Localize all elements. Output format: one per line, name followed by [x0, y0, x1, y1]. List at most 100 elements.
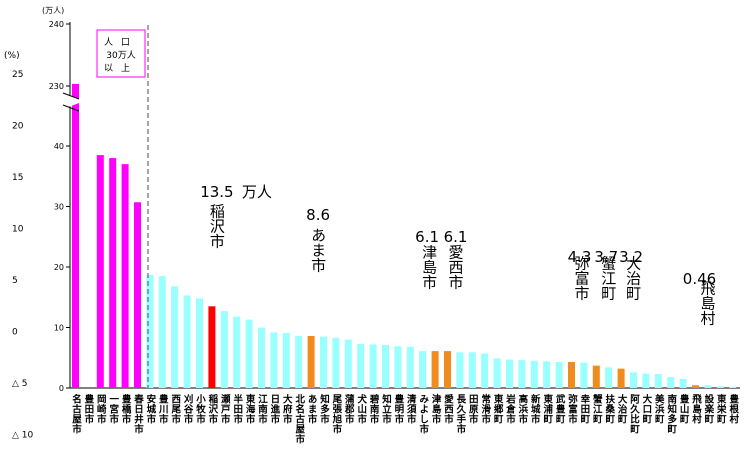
threshold-label-line-3: 以上 [104, 63, 138, 74]
annotation-value: 8.6 [306, 206, 330, 224]
x-tick-label: 岩倉市 [504, 393, 517, 424]
annotation-unit: 万人 [242, 183, 272, 201]
x-tick-label: 一宮市 [107, 394, 119, 424]
x-tick-label: 蒲郡市 [343, 393, 356, 424]
bar-幸田町 [580, 362, 588, 388]
bar-岩倉市 [506, 359, 513, 388]
y-tick-label: 10 [54, 324, 64, 333]
annotation-name: 飛島村 [699, 281, 717, 326]
y-axis-unit-label: (万人) [42, 6, 64, 15]
secondary-tick-label: 20 [12, 122, 24, 132]
threshold-label-box: 人口 30万人 以上 [96, 29, 146, 78]
bar-南知多町 [667, 377, 675, 388]
x-tick-label: 扶桑町 [603, 393, 615, 424]
bar-安城市 [146, 274, 154, 388]
annotation-name: 愛西市 [447, 245, 465, 290]
x-tick-label: 知立市 [380, 393, 393, 424]
x-tick-label: 南知多町 [665, 393, 678, 434]
x-tick-label: 小牧市 [194, 393, 207, 424]
bar-瀬戸市 [220, 311, 228, 388]
x-tick-label: 瀬戸市 [219, 393, 231, 424]
x-tick-label: 尾張旭市 [330, 394, 343, 434]
bar-大治町 [617, 368, 625, 388]
bar-小牧市 [196, 298, 203, 388]
bar-高浜市 [518, 360, 526, 388]
bar-美浜町 [654, 374, 662, 388]
x-tick-label: 岡崎市 [95, 394, 107, 424]
x-tick-label: 稲沢市 [206, 393, 218, 424]
bar-清須市 [406, 346, 414, 388]
x-tick-label: 美浜町 [653, 393, 666, 424]
bar-津島市 [431, 351, 439, 388]
x-tick-label: 大治町 [616, 393, 628, 424]
bar-設楽町 [704, 385, 712, 388]
secondary-tick-label: △ 5 [12, 379, 28, 389]
bar-長久手市 [456, 352, 464, 388]
bar-常滑市 [481, 353, 489, 388]
secondary-axis-unit-label: (%) [4, 51, 20, 61]
bar-一宮市 [109, 158, 117, 388]
annotation-あま市: 8.6 あま市 [306, 206, 330, 273]
x-tick-label: 武豊町 [554, 393, 566, 424]
x-tick-label: 津島市 [430, 393, 442, 424]
y-break-tick-label: 230 [49, 82, 64, 91]
y-tick-label: 30 [54, 203, 64, 212]
x-tick-label: 弥富市 [566, 393, 578, 424]
bar-半田市 [233, 316, 241, 388]
annotation-name: 稲沢市 [208, 204, 226, 249]
bar-犬山市 [357, 343, 365, 388]
bar-蟹江町 [592, 365, 600, 388]
bar-尾張旭市 [332, 337, 340, 388]
x-tick-label: 北名古屋市 [293, 393, 305, 444]
x-tick-label: 東郷町 [492, 393, 505, 424]
bar-弥富市 [568, 361, 575, 388]
bar-北名古屋市 [295, 335, 303, 388]
x-axis-labels: 名古屋市 豊田市 岡崎市 一宮市 豊橋市 春日井市 安城市 豊川市 西尾市 刈谷市 小牧市 稲沢市 瀬戸… [70, 393, 739, 444]
bar-知立市 [382, 345, 389, 388]
bar-豊根村 [729, 386, 737, 388]
bar-東郷町 [493, 358, 501, 388]
secondary-tick-label: 15 [12, 173, 23, 183]
bar-知多市 [320, 336, 327, 388]
annotation-value: 6.1 [415, 228, 439, 246]
x-tick-label: 豊明市 [392, 393, 404, 424]
bar-扶桑町 [605, 367, 613, 388]
annotation-name: あま市 [309, 228, 327, 273]
y-tick-label: 0 [59, 384, 64, 393]
bar-愛西市 [444, 351, 451, 388]
bar-阿久比町 [630, 372, 637, 388]
annotation-value: 0.46 [683, 270, 716, 288]
x-tick-label: 幸田町 [578, 393, 590, 424]
x-tick-label: 半田市 [231, 393, 243, 424]
x-tick-label: 蟹江町 [591, 393, 604, 424]
bar-岡崎市 [96, 155, 104, 388]
threshold-label-line-2: 30万人 [106, 50, 135, 61]
annotation-name: 津島市 [420, 245, 438, 290]
x-tick-label: 西尾市 [169, 394, 182, 424]
annotation-value: 3.7 [594, 248, 618, 266]
x-tick-label: 高浜市 [516, 393, 528, 424]
x-tick-label: 田原市 [467, 394, 479, 424]
secondary-y-axis: 25 20 15 10 5 0 △ 5 △ 10 [12, 70, 34, 441]
x-tick-label: 犬山市 [355, 393, 368, 424]
x-tick-label: 春日井市 [132, 393, 145, 434]
bar-あま市 [307, 335, 315, 388]
bar-春日井市 [134, 202, 141, 388]
x-tick-label: 豊山町 [678, 393, 690, 424]
annotation-value: 13.5 [200, 183, 233, 201]
x-tick-label: 飛島村 [690, 394, 703, 424]
x-tick-label: 碧南市 [368, 393, 381, 424]
annotation-value: 3.2 [619, 248, 643, 266]
annotation-name: 大治町 [624, 256, 642, 301]
bar-東海市 [245, 319, 253, 388]
secondary-tick-label: 0 [12, 328, 18, 338]
bar-みよし市 [419, 351, 427, 388]
x-tick-label: みよし市 [417, 394, 429, 434]
bar-飛島村 [692, 385, 699, 388]
annotation-name: 弥富市 [573, 255, 591, 301]
